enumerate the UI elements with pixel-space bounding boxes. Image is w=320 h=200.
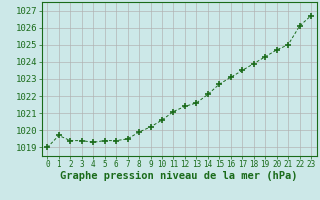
X-axis label: Graphe pression niveau de la mer (hPa): Graphe pression niveau de la mer (hPa) [60,171,298,181]
